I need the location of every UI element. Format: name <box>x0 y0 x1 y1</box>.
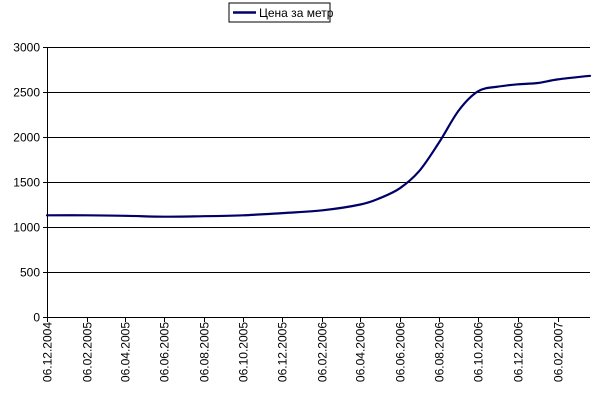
y-tick-label: 0 <box>33 311 40 325</box>
x-tick-label: 06.08.2006 <box>433 322 447 382</box>
x-tick-label: 06.12.2006 <box>512 322 526 382</box>
x-tick-label: 06.12.2005 <box>276 322 290 382</box>
x-tick-label: 06.08.2005 <box>198 322 212 382</box>
x-tick-label: 06.02.2005 <box>81 322 95 382</box>
y-tick-label: 3000 <box>13 41 40 55</box>
gridlines <box>47 47 590 273</box>
x-tick-label: 06.02.2007 <box>552 322 566 382</box>
x-tick-label: 06.02.2006 <box>316 322 330 382</box>
legend-label: Цена за метр <box>259 6 334 20</box>
legend: Цена за метр <box>228 2 334 23</box>
y-tick-labels: 0 500 1000 1500 2000 2500 3000 <box>13 41 40 325</box>
x-tick-label: 06.04.2005 <box>119 322 133 382</box>
x-tick-labels: 06.12.2004 06.02.2005 06.04.2005 06.06.2005… <box>41 322 566 382</box>
series-line-0 <box>45 74 592 218</box>
axes <box>43 47 590 322</box>
y-tick-label: 1500 <box>13 176 40 190</box>
legend-box <box>228 2 331 23</box>
y-tick-label: 500 <box>20 266 40 280</box>
x-tick-label: 06.12.2004 <box>41 322 55 382</box>
y-tick-label: 2500 <box>13 86 40 100</box>
x-tick-label: 06.10.2005 <box>237 322 251 382</box>
y-tick-label: 2000 <box>13 131 40 145</box>
x-tick-label: 06.06.2006 <box>394 322 408 382</box>
x-tick-label: 06.06.2005 <box>158 322 172 382</box>
x-tick-label: 06.04.2006 <box>354 322 368 382</box>
y-tick-label: 1000 <box>13 221 40 235</box>
series-layer <box>45 74 592 218</box>
x-tick-label: 06.10.2006 <box>472 322 486 382</box>
